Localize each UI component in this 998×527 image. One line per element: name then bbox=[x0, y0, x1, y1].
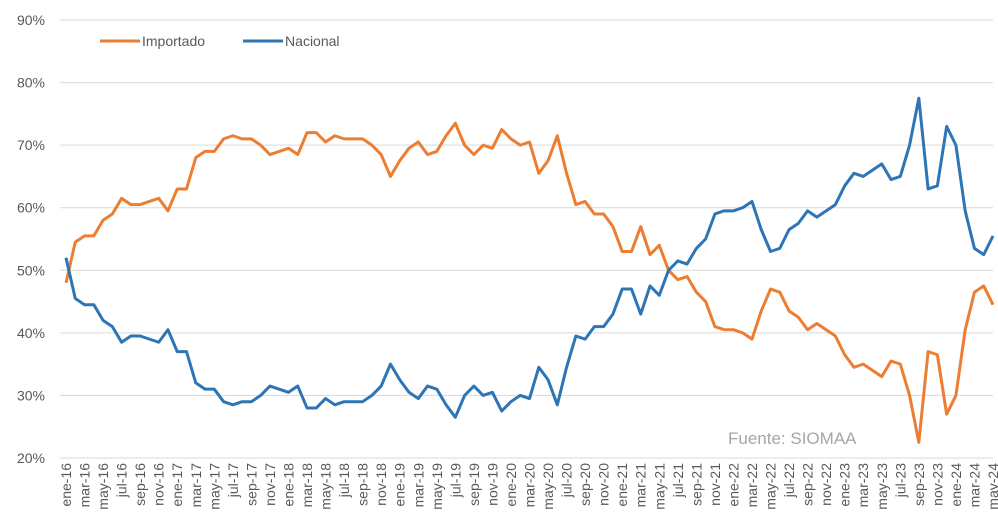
x-tick-label: mar-17 bbox=[188, 463, 204, 508]
y-tick-label: 90% bbox=[17, 12, 45, 28]
x-tick-label: may-23 bbox=[874, 463, 890, 510]
x-tick-label: mar-22 bbox=[744, 463, 760, 508]
x-tick-label: ene-24 bbox=[948, 463, 964, 507]
x-tick-label: ene-21 bbox=[614, 463, 630, 507]
x-tick-label: jul-20 bbox=[559, 463, 575, 498]
x-tick-label: sep-23 bbox=[911, 463, 927, 506]
y-tick-label: 20% bbox=[17, 450, 45, 466]
y-tick-label: 80% bbox=[17, 75, 45, 91]
x-tick-label: ene-18 bbox=[280, 463, 296, 507]
x-tick-label: sep-18 bbox=[355, 463, 371, 506]
x-tick-label: sep-21 bbox=[688, 463, 704, 506]
x-tick-label: sep-22 bbox=[800, 463, 816, 506]
x-tick-label: may-18 bbox=[318, 463, 334, 510]
x-tick-label: nov-17 bbox=[262, 463, 278, 506]
x-tick-label: jul-16 bbox=[114, 463, 130, 498]
x-tick-label: jul-23 bbox=[892, 463, 908, 498]
x-tick-label: sep-20 bbox=[577, 463, 593, 506]
x-tick-label: mar-24 bbox=[966, 463, 982, 508]
series-line bbox=[64, 96, 995, 419]
x-tick-label: jul-22 bbox=[781, 463, 797, 498]
y-tick-label: 50% bbox=[17, 262, 45, 278]
x-tick-label: sep-17 bbox=[243, 463, 259, 506]
x-tick-label: nov-23 bbox=[929, 463, 945, 506]
y-tick-label: 30% bbox=[17, 387, 45, 403]
x-tick-label: sep-16 bbox=[132, 463, 148, 506]
x-tick-label: ene-19 bbox=[392, 463, 408, 507]
x-tick-label: ene-16 bbox=[58, 463, 74, 507]
x-tick-label: ene-20 bbox=[503, 463, 519, 507]
x-tick-label: mar-16 bbox=[77, 463, 93, 508]
source-note: Fuente: SIOMAA bbox=[728, 429, 857, 448]
x-tick-label: may-22 bbox=[763, 463, 779, 510]
x-tick-label: jul-18 bbox=[336, 463, 352, 498]
x-tick-label: mar-23 bbox=[855, 463, 871, 508]
series-line bbox=[64, 121, 995, 444]
legend-label: Nacional bbox=[285, 33, 339, 49]
x-tick-label: may-21 bbox=[651, 463, 667, 510]
x-tick-label: mar-19 bbox=[410, 463, 426, 508]
x-tick-label: nov-22 bbox=[818, 463, 834, 506]
x-tick-label: nov-20 bbox=[596, 463, 612, 506]
x-tick-label: mar-18 bbox=[299, 463, 315, 508]
x-tick-label: may-24 bbox=[985, 463, 998, 510]
x-tick-label: ene-17 bbox=[169, 463, 185, 507]
y-tick-label: 60% bbox=[17, 200, 45, 216]
x-tick-label: may-20 bbox=[540, 463, 556, 510]
x-tick-label: mar-20 bbox=[522, 463, 538, 508]
x-tick-label: ene-22 bbox=[725, 463, 741, 507]
x-tick-label: jul-21 bbox=[670, 463, 686, 498]
legend-label: Importado bbox=[142, 33, 205, 49]
x-tick-label: jul-19 bbox=[447, 463, 463, 498]
x-tick-label: nov-21 bbox=[707, 463, 723, 506]
x-tick-label: ene-23 bbox=[837, 463, 853, 507]
x-tick-label: nov-16 bbox=[151, 463, 167, 506]
x-tick-label: nov-19 bbox=[484, 463, 500, 506]
y-tick-label: 70% bbox=[17, 137, 45, 153]
x-tick-label: jul-17 bbox=[225, 463, 241, 498]
x-tick-label: mar-21 bbox=[633, 463, 649, 508]
x-tick-label: sep-19 bbox=[466, 463, 482, 506]
y-tick-label: 40% bbox=[17, 325, 45, 341]
x-tick-label: may-19 bbox=[429, 463, 445, 510]
x-tick-label: may-16 bbox=[95, 463, 111, 510]
x-tick-label: may-17 bbox=[206, 463, 222, 510]
x-tick-label: nov-18 bbox=[373, 463, 389, 506]
